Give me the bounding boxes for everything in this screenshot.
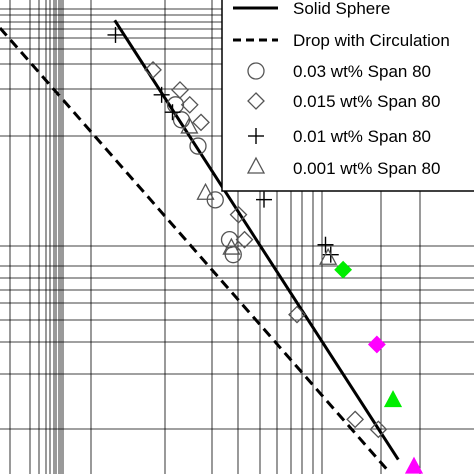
marker-s2-p2 — [189, 137, 207, 155]
drop-with-circulation-line — [0, 26, 390, 473]
marker-s7-p0 — [383, 390, 403, 408]
legend-box — [221, 0, 474, 192]
marker-s3-p6 — [288, 305, 306, 324]
marker-s9-p0-shape — [404, 456, 424, 474]
marker-s3-p1 — [171, 81, 189, 99]
marker-s4-p3 — [256, 191, 272, 208]
marker-s3-p3 — [192, 113, 210, 132]
marker-s8-p0-shape — [367, 335, 386, 354]
legend-label-drop-with-circulation: Drop with Circulation — [293, 31, 450, 50]
marker-s4-p4 — [317, 236, 334, 253]
marker-s2-p1 — [172, 111, 191, 129]
marker-s5-p3 — [319, 247, 338, 265]
marker-s3-p1-shape — [171, 81, 189, 99]
marker-s2-p2-shape — [189, 137, 207, 155]
legend-label-0-001: 0.001 wt% Span 80 — [293, 159, 440, 178]
marker-s3-p3-shape — [192, 113, 210, 132]
marker-s3-p4-shape — [229, 205, 248, 224]
marker-s2-p1-shape — [172, 111, 191, 129]
legend-label-0-01: 0.01 wt% Span 80 — [293, 127, 431, 146]
marker-s3-p7-shape — [346, 410, 365, 429]
marker-s8-p0 — [367, 335, 386, 354]
marker-s4-p2 — [164, 104, 181, 121]
legend-circle-icon — [247, 62, 265, 80]
marker-s3-p4 — [229, 205, 248, 224]
legend-plus-icon — [248, 128, 264, 144]
marker-s3-p8 — [369, 420, 388, 439]
legend-label-solid-sphere: Solid Sphere — [293, 0, 390, 18]
marker-s3-p7 — [346, 410, 365, 429]
marker-s6-p0 — [334, 260, 353, 279]
marker-s5-p1-shape — [196, 182, 215, 200]
legend-label-0-03: 0.03 wt% Span 80 — [293, 62, 431, 81]
marker-s5-p0 — [180, 116, 199, 134]
marker-s3-p2 — [180, 95, 199, 114]
marker-s3-p8-shape — [369, 420, 388, 439]
marker-s9-p0 — [404, 456, 424, 474]
legend-diamond-icon — [247, 92, 265, 110]
marker-s3-p0-shape — [144, 60, 162, 79]
marker-s3-p6-shape — [288, 305, 306, 324]
legend-label-0-015: 0.015 wt% Span 80 — [293, 92, 440, 111]
marker-s5-p3-shape — [319, 247, 338, 265]
marker-s5-p2-shape — [222, 237, 241, 255]
legend-triangle-icon — [246, 156, 266, 174]
legend: Solid Sphere Drop with Circulation 0.03 … — [221, 0, 474, 192]
marker-s5-p0-shape — [180, 116, 199, 134]
data-markers — [107, 26, 424, 474]
marker-s3-p2-shape — [180, 95, 199, 114]
marker-s4-p1 — [153, 86, 170, 103]
marker-s4-p0 — [107, 26, 124, 43]
marker-s5-p1 — [196, 182, 215, 200]
marker-s3-p5-shape — [235, 230, 254, 249]
marker-s6-p0-shape — [334, 260, 353, 279]
marker-s3-p5 — [235, 230, 254, 249]
marker-s5-p2 — [222, 237, 241, 255]
marker-s7-p0-shape — [383, 390, 403, 408]
marker-s3-p0 — [144, 60, 162, 79]
